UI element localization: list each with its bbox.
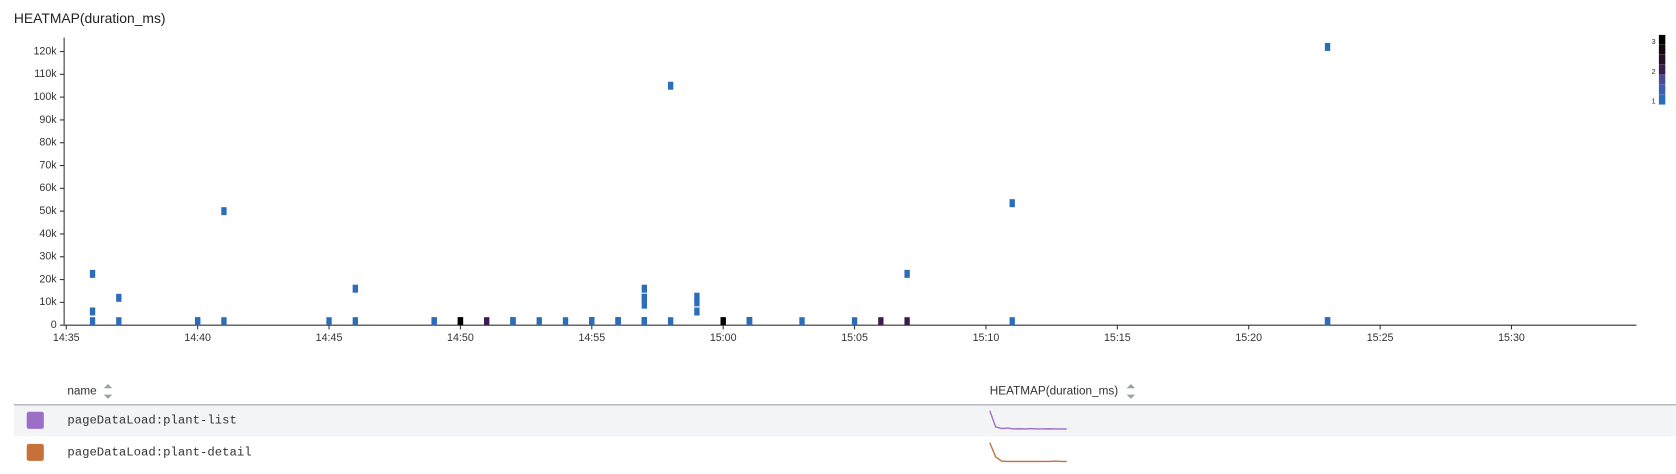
heatmap-cell bbox=[799, 317, 805, 326]
legend-label: 2 bbox=[1652, 67, 1656, 76]
heatmap-cell bbox=[904, 269, 910, 278]
heatmap-cell bbox=[694, 292, 700, 301]
y-tick-label: 110k bbox=[34, 68, 57, 80]
column-header[interactable]: name bbox=[67, 385, 97, 398]
y-tick-label: 70k bbox=[39, 159, 57, 171]
row-name: pageDataLoad:plant-detail bbox=[67, 446, 251, 460]
heatmap-cell bbox=[562, 317, 569, 326]
heatmap-cell bbox=[746, 317, 753, 326]
heatmap-cell bbox=[667, 81, 674, 90]
sparkline bbox=[989, 410, 1067, 430]
row-name: pageDataLoad:plant-list bbox=[67, 414, 237, 428]
x-tick-label: 15:05 bbox=[841, 332, 868, 344]
heatmap-cell bbox=[878, 317, 884, 326]
heatmap-cell bbox=[851, 317, 858, 326]
heatmap-cell bbox=[89, 307, 96, 316]
row-swatch[interactable] bbox=[26, 411, 44, 429]
heatmap-cell bbox=[1324, 42, 1331, 51]
heatmap-cell bbox=[116, 317, 122, 326]
heatmap-cell bbox=[352, 317, 358, 326]
chart-title: HEATMAP(duration_ms) bbox=[14, 10, 166, 26]
heatmap-cell bbox=[667, 317, 674, 326]
heatmap-cell bbox=[89, 317, 96, 326]
legend-swatch bbox=[1658, 74, 1666, 85]
sparkline bbox=[989, 442, 1067, 463]
heatmap-cell bbox=[116, 293, 122, 302]
heatmap-cell bbox=[1009, 317, 1015, 326]
y-tick-label: 10k bbox=[39, 296, 57, 308]
heatmap-cell bbox=[904, 317, 910, 326]
legend-label: 3 bbox=[1652, 37, 1656, 46]
x-tick-label: 14:40 bbox=[184, 332, 211, 344]
heatmap-cell bbox=[89, 269, 96, 278]
heatmap-cell bbox=[221, 207, 227, 216]
legend-swatch bbox=[1658, 94, 1666, 105]
heatmap-cell bbox=[326, 317, 332, 326]
x-tick-label: 15:00 bbox=[710, 332, 737, 344]
y-tick-label: 30k bbox=[39, 251, 57, 263]
heatmap-cell bbox=[641, 300, 648, 309]
legend-swatch bbox=[1658, 34, 1666, 45]
heatmap-cell bbox=[510, 317, 516, 326]
legend-swatch bbox=[1658, 54, 1666, 65]
heatmap-cell bbox=[641, 293, 648, 302]
x-tick-label: 14:50 bbox=[447, 332, 474, 344]
y-tick-label: 60k bbox=[39, 182, 57, 194]
heatmap-cell bbox=[641, 284, 648, 293]
heatmap-cell bbox=[694, 307, 700, 316]
y-tick-label: 20k bbox=[39, 273, 57, 285]
y-tick-label: 50k bbox=[39, 205, 57, 217]
y-tick-label: 40k bbox=[39, 228, 57, 240]
heatmap-cell bbox=[484, 317, 490, 326]
x-tick-label: 15:15 bbox=[1104, 332, 1131, 344]
heatmap-cell bbox=[641, 317, 648, 326]
heatmap-cell bbox=[720, 317, 726, 326]
x-tick-label: 15:25 bbox=[1367, 332, 1394, 344]
x-tick-label: 15:30 bbox=[1498, 332, 1525, 344]
x-tick-label: 14:35 bbox=[53, 332, 80, 344]
row-swatch[interactable] bbox=[26, 443, 44, 461]
sort-icon[interactable] bbox=[1126, 383, 1136, 399]
heatmap-cell bbox=[589, 317, 595, 326]
legend-swatch bbox=[1658, 64, 1666, 75]
heatmap-cell bbox=[536, 317, 542, 326]
x-tick-label: 14:55 bbox=[578, 332, 605, 344]
x-tick-label: 14:45 bbox=[316, 332, 343, 344]
sort-icon[interactable] bbox=[103, 383, 113, 399]
legend-swatch bbox=[1658, 84, 1666, 95]
column-header[interactable]: HEATMAP(duration_ms) bbox=[990, 385, 1118, 398]
x-tick-label: 15:20 bbox=[1235, 332, 1262, 344]
y-tick-label: 120k bbox=[33, 45, 57, 57]
y-tick-label: 100k bbox=[33, 91, 57, 103]
heatmap-cell bbox=[1324, 317, 1331, 326]
heatmap-cell bbox=[457, 317, 464, 326]
x-tick-label: 15:10 bbox=[973, 332, 1000, 344]
y-tick-label: 0 bbox=[51, 319, 57, 331]
legend-swatch bbox=[1658, 44, 1666, 55]
heatmap-cell bbox=[352, 284, 358, 293]
heatmap-cell bbox=[1009, 199, 1015, 208]
heatmap-cell bbox=[221, 317, 227, 326]
heatmap-cell bbox=[194, 317, 201, 326]
heatmap-cell bbox=[615, 317, 621, 326]
legend-label: 1 bbox=[1652, 97, 1656, 106]
y-tick-label: 90k bbox=[39, 114, 57, 126]
y-tick-label: 80k bbox=[39, 137, 57, 149]
heatmap-cell bbox=[431, 317, 437, 326]
row-background bbox=[13, 405, 1676, 437]
heatmap-cell bbox=[694, 298, 700, 307]
